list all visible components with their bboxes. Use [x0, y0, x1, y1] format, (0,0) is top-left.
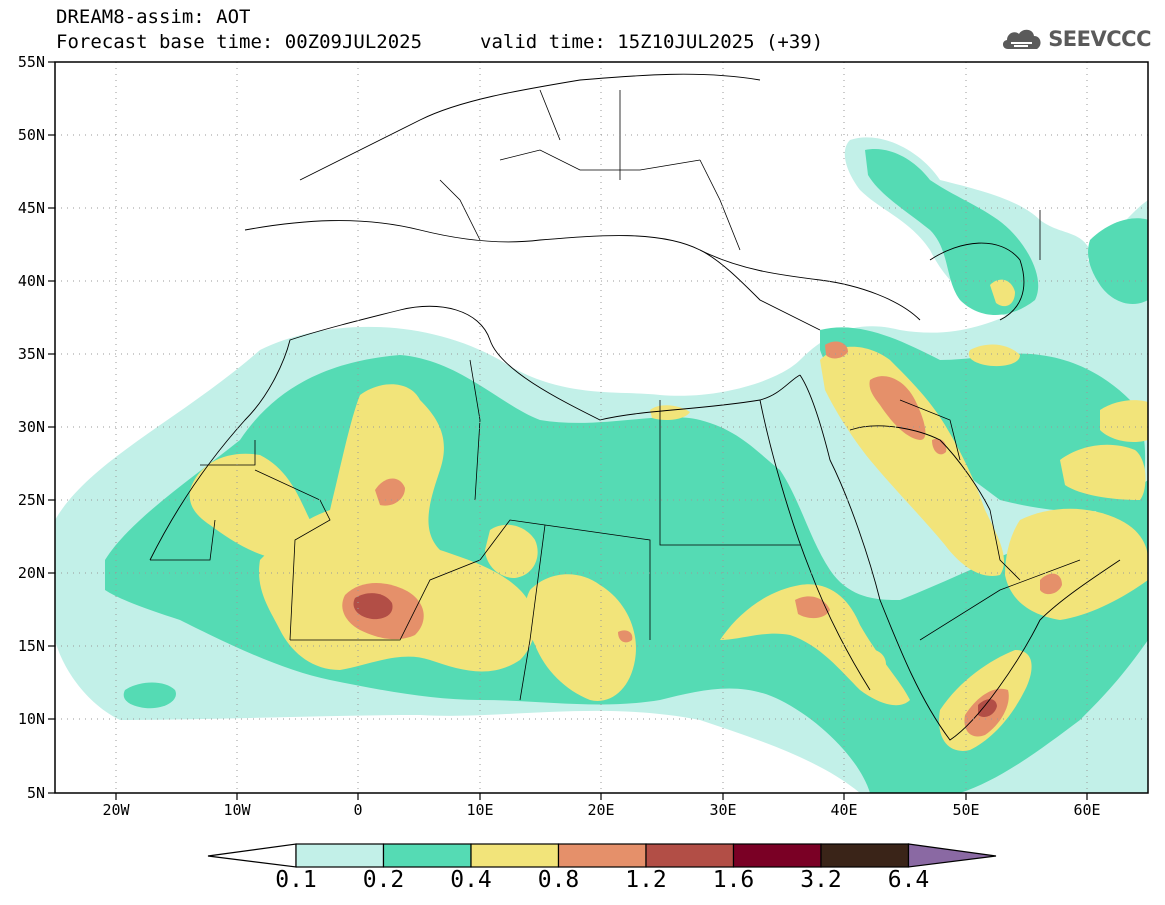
colorbar-label-0.4: 0.4: [450, 867, 492, 893]
colorbar-swatch-5: [645, 843, 735, 868]
colorbar-swatch-2: [382, 843, 472, 868]
colorbar-swatch-3: [470, 843, 560, 868]
colorbar: [207, 843, 997, 868]
model-title: DREAM8-assim: AOT: [56, 6, 251, 28]
colorbar-label-0.2: 0.2: [362, 867, 405, 893]
lat-label-15n: 15N: [17, 637, 45, 655]
lat-label-10n: 10N: [17, 710, 45, 728]
colorbar-over-arrow: [907, 843, 997, 868]
lon-label-60e: 60E: [1073, 801, 1101, 819]
lon-label-20w: 20W: [102, 801, 130, 819]
lat-label-5n: 5N: [26, 784, 45, 802]
aot-level-1.2: [353, 593, 997, 717]
aot-level-0.4: [189, 279, 1148, 751]
colorbar-swatch-7: [820, 843, 910, 868]
lon-label-10w: 10W: [223, 801, 251, 819]
colorbar-label-0.8: 0.8: [537, 867, 580, 893]
coastlines: [149, 73, 1121, 741]
valid-time: valid time: 15Z10JUL2025 (+39): [480, 31, 824, 53]
lat-label-45n: 45N: [17, 199, 45, 217]
cloud-icon: [1003, 29, 1041, 49]
seevccc-logo: SEEVCCC: [1000, 24, 1151, 54]
lat-label-30n: 30N: [17, 418, 45, 436]
colorbar-under-arrow: [207, 843, 297, 868]
colorbar-swatch-6: [732, 843, 822, 868]
lon-label-50e: 50E: [952, 801, 980, 819]
axis-ticks: [48, 61, 1088, 800]
colorbar-label-0.1: 0.1: [275, 867, 317, 893]
colorbar-swatch-1: [295, 843, 385, 868]
borders: [150, 89, 1081, 701]
lat-label-50n: 50N: [17, 126, 45, 144]
logo-text: SEEVCCC: [1048, 27, 1151, 51]
lat-label-20n: 20N: [17, 564, 45, 582]
lat-label-55n: 55N: [17, 53, 45, 71]
lon-label-20e: 20E: [587, 801, 615, 819]
colorbar-label-3.2: 3.2: [800, 867, 842, 893]
lon-label-10e: 10E: [466, 801, 494, 819]
forecast-time-line: Forecast base time: 00Z09JUL2025 valid ti…: [56, 31, 823, 53]
lon-label-40e: 40E: [830, 801, 858, 819]
colorbar-label-1.6: 1.6: [712, 867, 755, 893]
base-time: Forecast base time: 00Z09JUL2025: [56, 31, 423, 53]
aot-field: [55, 137, 1148, 793]
lon-label-0: 0: [353, 801, 363, 819]
colorbar-label-1.2: 1.2: [625, 867, 667, 893]
lat-label-40n: 40N: [17, 272, 45, 290]
lon-label-30e: 30E: [709, 801, 737, 819]
colorbar-label-6.4: 6.4: [887, 867, 930, 893]
graticule: [55, 62, 1148, 793]
lat-label-35n: 35N: [17, 345, 45, 363]
lat-label-25n: 25N: [17, 491, 45, 509]
colorbar-swatch-4: [557, 843, 647, 868]
